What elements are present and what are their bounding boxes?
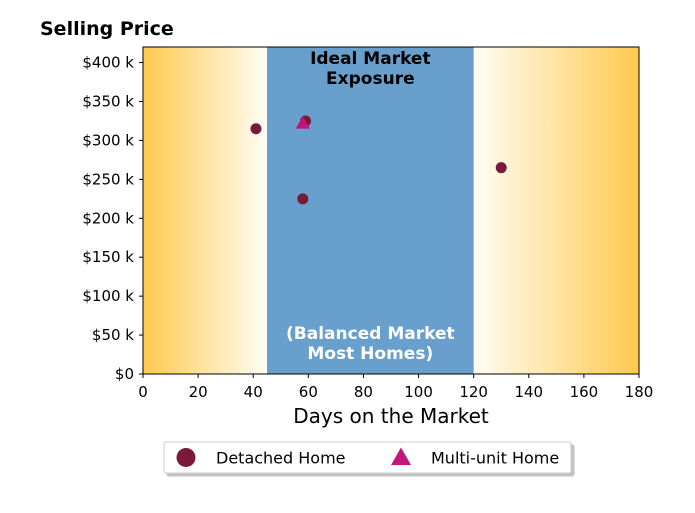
x-tick-label: 80 [354,383,373,401]
x-tick-label: 20 [189,383,208,401]
legend-label: Detached Home [216,449,346,468]
point-multi-unit-home [295,116,310,129]
y-tick-label: $200 k [82,209,134,227]
y-tick-label: $150 k [82,248,134,266]
x-tick-label: 0 [138,383,148,401]
point-detached-home [250,123,262,135]
x-tick-label: 120 [459,383,488,401]
legend-label: Multi-unit Home [431,449,559,468]
background-left-gradient [143,47,267,374]
legend-marker-circle-icon [176,448,196,467]
x-axis-label: Days on the Market [293,404,489,428]
y-tick-label: $350 k [82,93,134,111]
y-tick-label: $100 k [82,287,134,305]
data-points [250,115,507,205]
region-label-top-line: Exposure [326,69,415,89]
legend-box [163,441,572,474]
ideal-exposure-region [267,47,474,374]
y-tick-label: $300 k [82,131,134,149]
y-tick-label: $400 k [82,54,134,72]
x-tick-label: 140 [514,383,543,401]
region-label-top-line: Ideal Market [310,49,431,69]
plot-background [143,47,639,374]
chart-title: Selling Price [40,18,174,40]
x-tick-label: 100 [404,383,433,401]
legend: Detached Home Multi-unit Home [163,441,572,474]
region-label-bottom-line: (Balanced Market [286,324,455,344]
y-tick-label: $0 [115,365,134,383]
x-axis: 0 20 40 60 80 100 120 140 160 180 [138,374,653,401]
x-tick-label: 160 [570,383,599,401]
x-tick-label: 180 [625,383,654,401]
x-tick-label: 60 [299,383,318,401]
point-detached-home [495,162,507,174]
y-axis: $0 $50 k $100 k $150 k $200 k $250 k $300 k $35… [82,54,143,383]
plot-frame [142,46,640,375]
region-label-bottom-line: Most Homes) [307,344,433,364]
legend-marker-triangle-icon [391,447,411,465]
point-detached-home [297,193,309,205]
y-tick-label: $250 k [82,170,134,188]
x-tick-label: 40 [244,383,263,401]
background-right-gradient [473,47,639,374]
y-tick-label: $50 k [92,326,134,344]
